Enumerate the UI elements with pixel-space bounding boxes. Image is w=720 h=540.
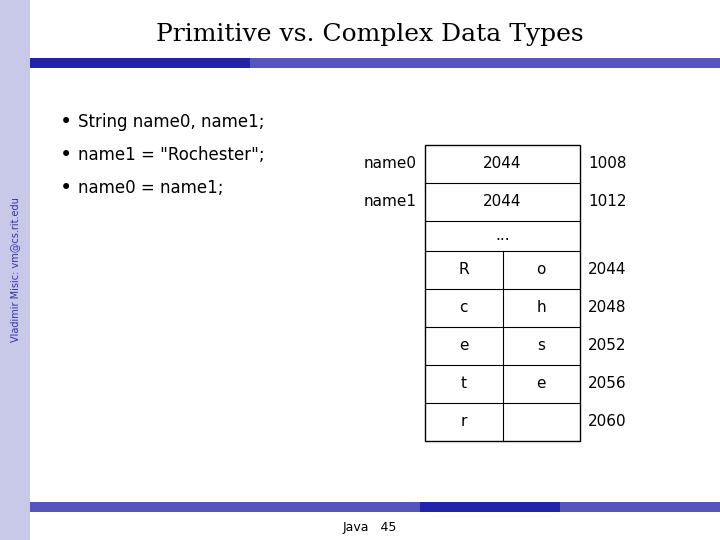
Text: s: s: [537, 339, 545, 354]
Text: e: e: [459, 339, 469, 354]
Bar: [250, 58, 720, 68]
Text: ...: ...: [495, 228, 510, 244]
Text: t: t: [461, 376, 467, 392]
Text: •: •: [60, 178, 72, 198]
Text: e: e: [536, 376, 546, 392]
Bar: [425, 145, 580, 441]
Text: 2060: 2060: [588, 415, 626, 429]
Text: Vladimir Misic: vm@cs.rit.edu: Vladimir Misic: vm@cs.rit.edu: [10, 198, 20, 342]
Text: •: •: [60, 145, 72, 165]
Text: 2044: 2044: [483, 157, 522, 172]
Text: h: h: [536, 300, 546, 315]
Text: Primitive vs. Complex Data Types: Primitive vs. Complex Data Types: [156, 24, 584, 46]
Text: c: c: [459, 300, 468, 315]
Text: 2056: 2056: [588, 376, 626, 392]
Bar: [30, 502, 420, 512]
Bar: [0, 0, 30, 540]
Text: String name0, name1;: String name0, name1;: [78, 113, 264, 131]
Text: 2044: 2044: [483, 194, 522, 210]
Text: 2044: 2044: [588, 262, 626, 278]
Text: r: r: [461, 415, 467, 429]
Text: name1 = "Rochester";: name1 = "Rochester";: [78, 146, 265, 164]
Text: 1008: 1008: [588, 157, 626, 172]
Text: R: R: [459, 262, 469, 278]
Text: name0 = name1;: name0 = name1;: [78, 179, 223, 197]
Bar: [560, 502, 720, 512]
Text: 2052: 2052: [588, 339, 626, 354]
Text: o: o: [536, 262, 546, 278]
Text: name1: name1: [364, 194, 417, 210]
Bar: [30, 58, 250, 68]
Text: name0: name0: [364, 157, 417, 172]
Text: 2048: 2048: [588, 300, 626, 315]
Text: •: •: [60, 112, 72, 132]
Text: Java   45: Java 45: [343, 522, 397, 535]
Bar: [420, 502, 560, 512]
Text: 1012: 1012: [588, 194, 626, 210]
